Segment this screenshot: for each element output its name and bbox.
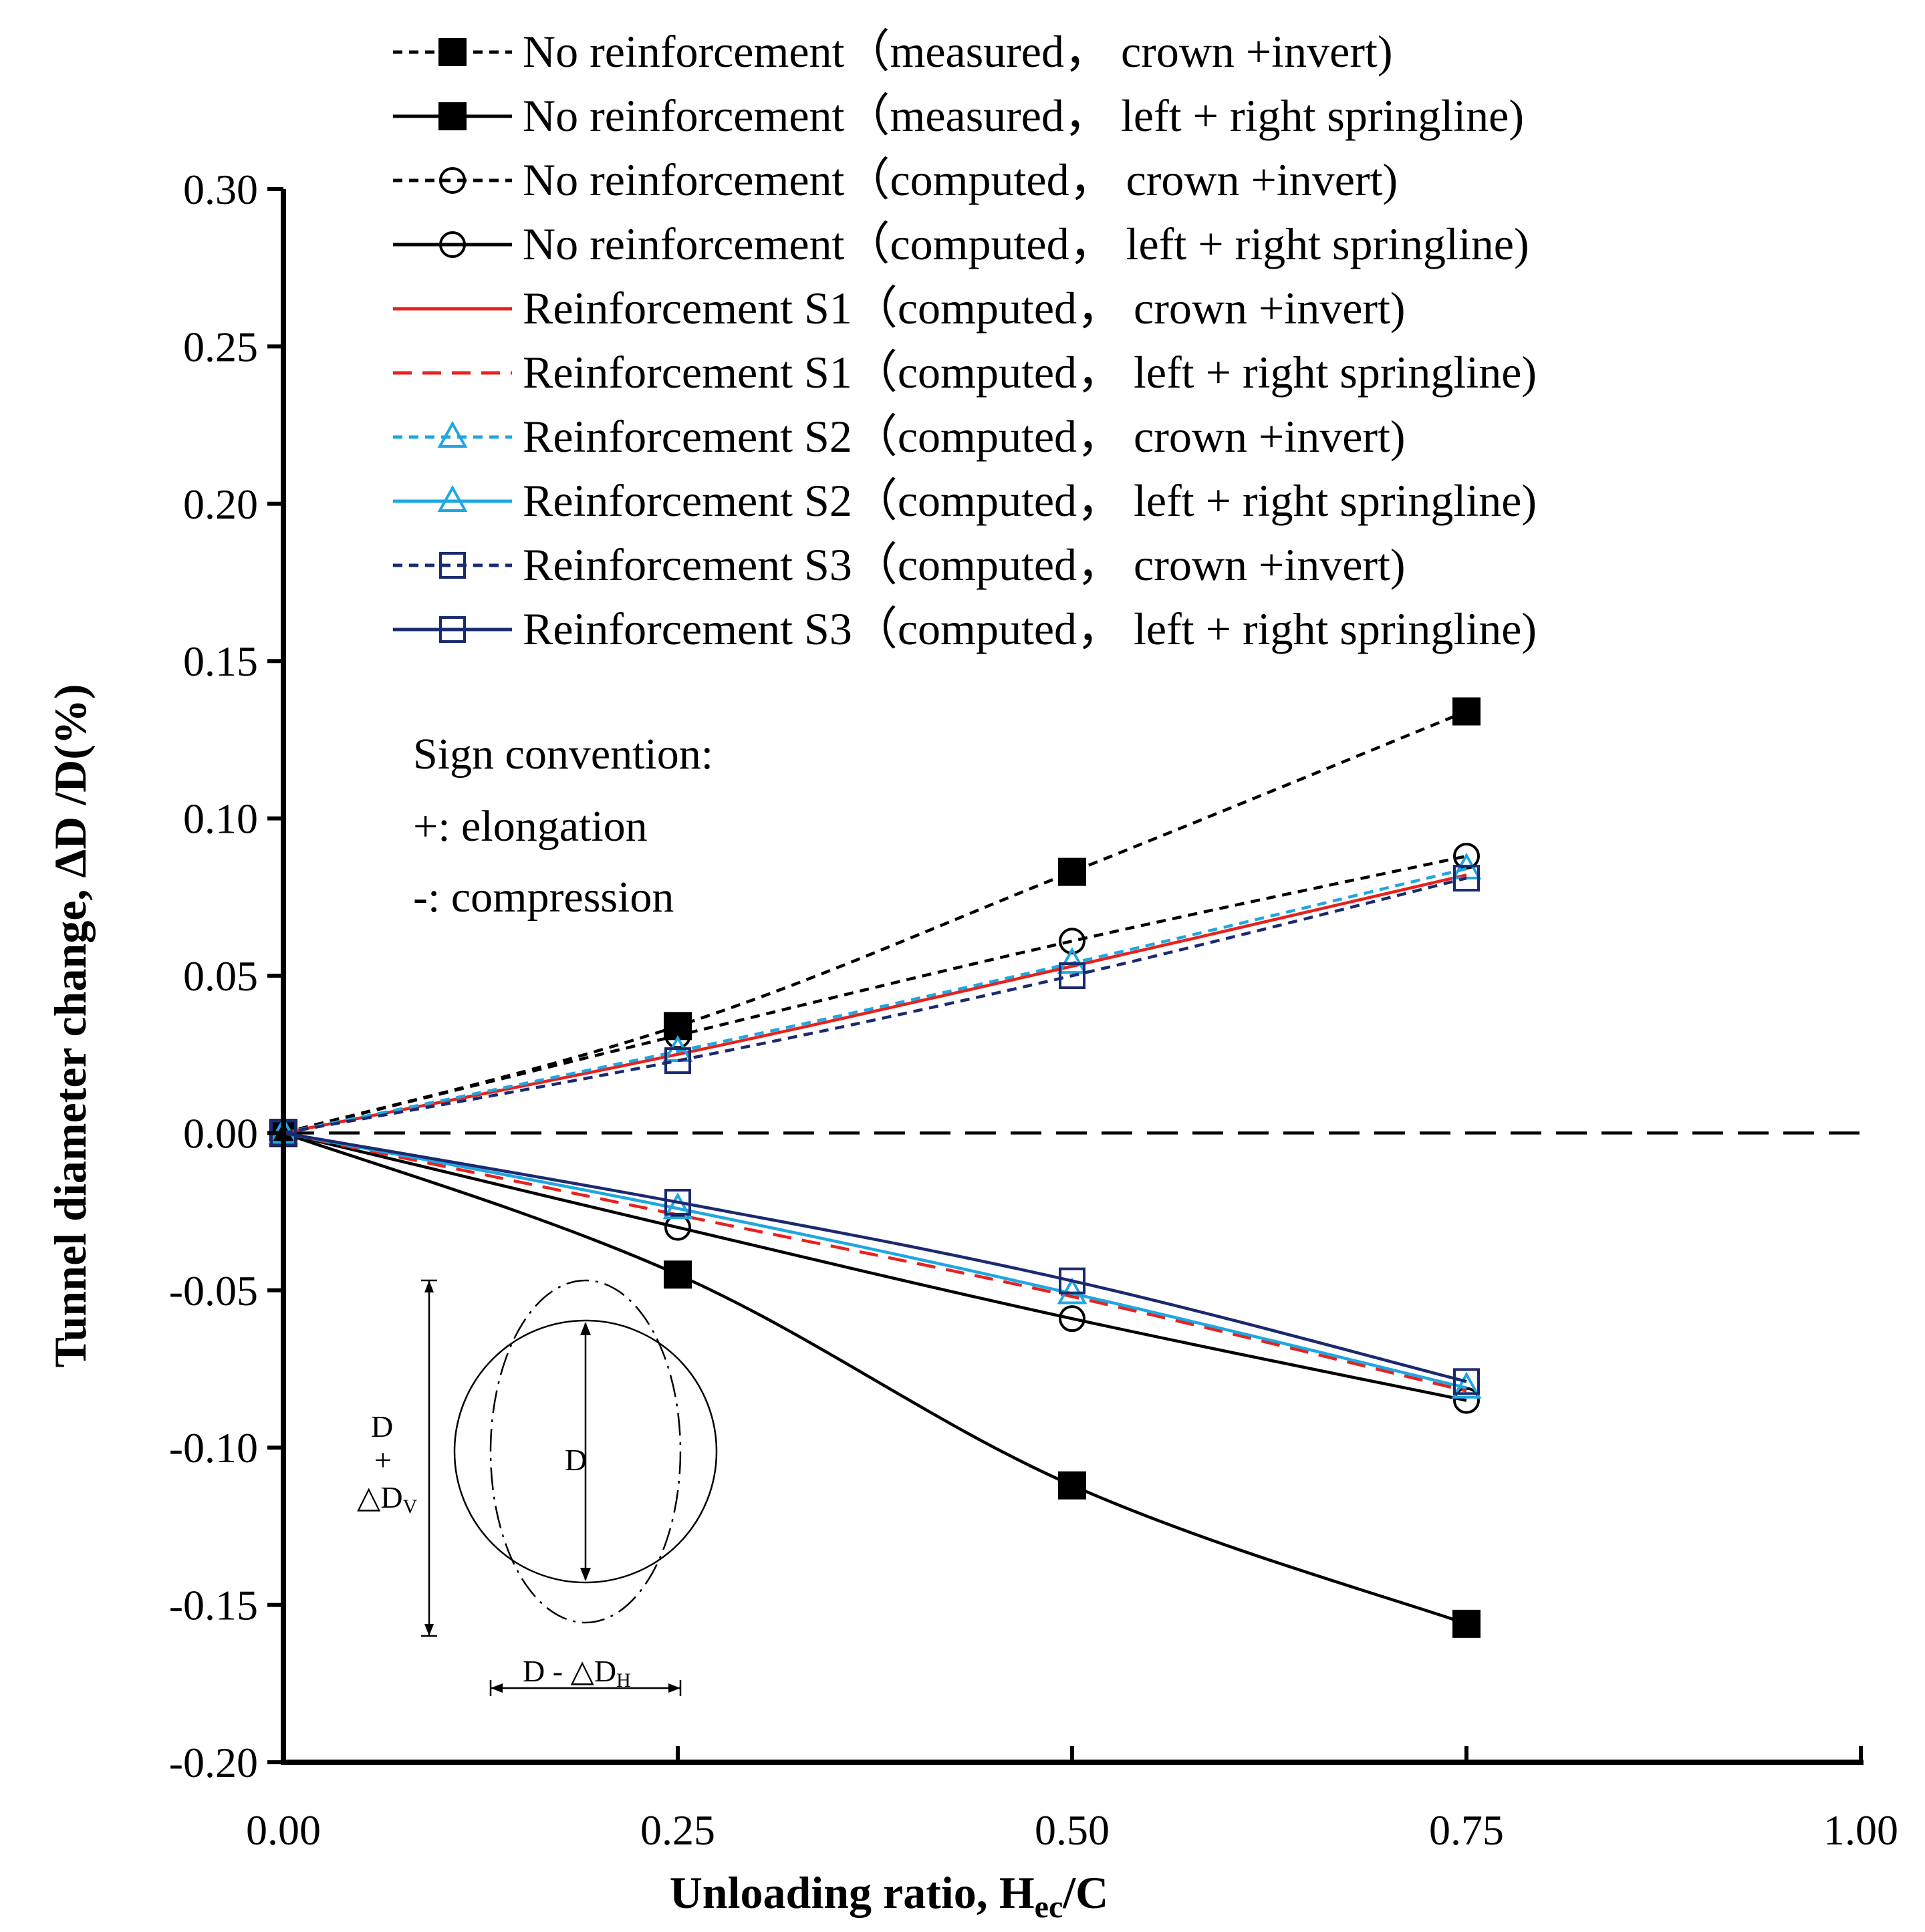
legend-entry: Reinforcement S3（computed， left + right …	[393, 603, 1537, 654]
data-point	[1453, 865, 1480, 892]
series-2	[269, 1119, 1481, 1638]
legend-entry: Reinforcement S2（computed， crown +invert…	[393, 411, 1406, 462]
sign-convention-note: Sign convention: +: elongation -: compre…	[413, 730, 713, 922]
legend-label: No reinforcement（measured， left + right …	[523, 90, 1524, 141]
legend: No reinforcement（measured， crown +invert…	[393, 26, 1537, 654]
legend-label: Reinforcement S1（computed， left + right …	[523, 347, 1537, 398]
series-line	[283, 1131, 1467, 1383]
legend-label: Reinforcement S3（computed， crown +invert…	[523, 539, 1406, 590]
legend-marker	[438, 102, 467, 130]
data-point	[1453, 1387, 1480, 1414]
data-point	[1452, 1609, 1481, 1638]
legend-marker	[438, 38, 467, 66]
data-point	[664, 1188, 691, 1216]
series-line	[283, 1131, 1467, 1389]
y-tick-label: 0.25	[183, 323, 258, 370]
data-point	[1059, 928, 1085, 955]
series-line	[283, 876, 1467, 1135]
legend-entry: No reinforcement（computed， left + right …	[393, 219, 1529, 269]
data-point	[662, 1192, 693, 1220]
legend-entry: No reinforcement（measured， left + right …	[393, 90, 1524, 141]
inset-vertical-label: D	[371, 1409, 393, 1443]
y-tick-label: -0.15	[169, 1582, 258, 1629]
data-point	[1057, 1277, 1087, 1304]
inset-vertical-arrow-top	[424, 1280, 434, 1292]
series-5	[283, 873, 1467, 1135]
series-10	[270, 1119, 1480, 1395]
data-point	[664, 1047, 691, 1075]
inset-original-circle	[453, 1319, 718, 1584]
y-tick-label: 0.10	[183, 795, 258, 843]
y-tick-label: 0.15	[183, 638, 258, 685]
legend-label: Reinforcement S3（computed， left + right …	[523, 603, 1537, 654]
y-tick-label: 0.00	[183, 1109, 258, 1157]
sign-convention-minus: -: compression	[413, 873, 674, 922]
data-point	[1058, 1471, 1086, 1500]
legend-label: No reinforcement（measured， crown +invert…	[523, 26, 1393, 77]
inset-dv-label: △DV	[357, 1480, 418, 1518]
series-line	[283, 1131, 1467, 1393]
y-tick-label: 0.30	[183, 166, 258, 213]
y-axis-title: Tunnel diameter change, ΔD /D(%)	[45, 684, 96, 1368]
y-tick-label: -0.05	[169, 1267, 258, 1315]
data-point	[1453, 843, 1480, 870]
data-point	[1059, 962, 1085, 989]
data-point	[1059, 1305, 1085, 1333]
data-point	[664, 1260, 692, 1289]
series-line	[283, 873, 1467, 1135]
legend-entry: No reinforcement（measured， crown +invert…	[393, 26, 1393, 77]
legend-entry: Reinforcement S3（computed， crown +invert…	[393, 539, 1406, 590]
legend-entry: Reinforcement S1（computed， left + right …	[393, 347, 1537, 398]
data-point	[1058, 857, 1086, 886]
y-tick-label: -0.10	[169, 1424, 258, 1472]
inset-center-arrow-bottom	[580, 1568, 591, 1581]
legend-label: Reinforcement S2（computed， crown +invert…	[523, 411, 1406, 462]
legend-label: No reinforcement（computed， left + right …	[523, 219, 1529, 269]
x-tick-label: 0.25	[640, 1806, 715, 1854]
deformation-inset: D D + △DV D - △DH	[357, 1279, 718, 1696]
legend-label: No reinforcement（computed， crown +invert…	[523, 154, 1398, 205]
x-axis-title: Unloading ratio, Hec/C	[670, 1867, 1109, 1925]
x-tick-label: 0.50	[1035, 1806, 1110, 1854]
legend-marker	[439, 616, 466, 643]
inset-horizontal-label: D - △DH	[523, 1654, 631, 1691]
data-point	[1057, 947, 1087, 974]
inset-horizontal-arrow-left	[491, 1683, 503, 1693]
inset-plus-label: +	[374, 1443, 392, 1477]
legend-marker	[437, 420, 468, 448]
ticks-layer: 0.30 0.25 0.20 0.15 0.10 0.05 0.00 -0.05 -0.10 -0…	[169, 166, 1898, 1854]
x-tick-label: 0.75	[1429, 1806, 1504, 1854]
legend-entry: Reinforcement S1（computed， crown +invert…	[393, 283, 1406, 333]
legend-marker	[439, 552, 466, 579]
legend-marker	[439, 231, 466, 258]
inset-center-arrow-top	[580, 1322, 591, 1335]
data-point	[1452, 697, 1481, 726]
legend-label: Reinforcement S1（computed， crown +invert…	[523, 283, 1406, 333]
series-line	[283, 1131, 1467, 1402]
legend-label: Reinforcement S2（computed， left + right …	[523, 475, 1537, 526]
series-6	[283, 1131, 1467, 1393]
x-tick-label: 1.00	[1823, 1806, 1898, 1854]
inset-deformed-ellipse	[489, 1279, 682, 1624]
legend-marker	[439, 167, 466, 194]
x-tick-label: 0.00	[246, 1806, 321, 1854]
legend-marker	[437, 485, 468, 512]
data-point	[1453, 1368, 1480, 1395]
data-point	[1451, 1371, 1482, 1399]
y-tick-label: 0.20	[183, 480, 258, 528]
data-point	[1059, 1267, 1085, 1294]
series-line	[283, 1131, 1467, 1625]
inset-horizontal-arrow-right	[668, 1683, 680, 1693]
sign-convention-title: Sign convention:	[413, 730, 713, 779]
inset-vertical-arrow-bottom	[424, 1624, 434, 1636]
sign-convention-plus: +: elongation	[413, 802, 648, 851]
y-tick-label: 0.05	[183, 952, 258, 1000]
legend-entry: No reinforcement（computed， crown +invert…	[393, 154, 1398, 205]
inset-center-label: D	[565, 1443, 587, 1477]
y-tick-label: -0.20	[169, 1739, 258, 1786]
legend-entry: Reinforcement S2（computed， left + right …	[393, 475, 1537, 526]
